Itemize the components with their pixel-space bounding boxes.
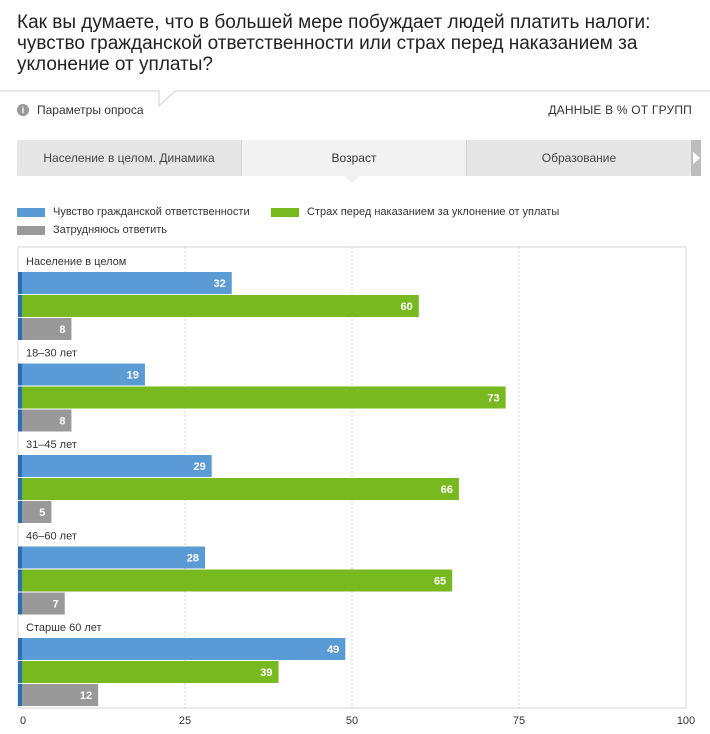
x-tick-label: 0 xyxy=(20,715,26,727)
bar xyxy=(18,478,459,500)
bar xyxy=(18,318,72,340)
bar-marker xyxy=(18,455,22,477)
bar-marker xyxy=(18,661,22,683)
category-label: Старше 60 лет xyxy=(26,622,102,634)
active-tab-pointer xyxy=(345,176,359,183)
bar xyxy=(18,272,232,294)
bar-marker xyxy=(18,546,22,569)
value-label: 19 xyxy=(127,370,139,382)
legend-item-responsibility: Чувство гражданской ответственности xyxy=(17,206,250,218)
legend-swatch-blue xyxy=(17,207,45,217)
category-label: Население в целом xyxy=(26,256,126,268)
value-label: 65 xyxy=(434,576,446,588)
bar xyxy=(18,386,506,409)
category-label: 18–30 лет xyxy=(26,348,77,360)
value-label: 66 xyxy=(441,484,453,496)
tab-bar: Население в целом. Динамика Возраст Обра… xyxy=(17,140,701,176)
legend-label: Затрудняюсь ответить xyxy=(53,224,168,236)
page-title: Как вы думаете, что в большей мере побуж… xyxy=(17,12,651,75)
value-label: 60 xyxy=(401,301,413,313)
bar xyxy=(18,501,52,523)
value-label: 39 xyxy=(260,667,272,679)
legend-swatch-gray xyxy=(17,225,45,235)
x-tick-label: 75 xyxy=(513,715,525,727)
tab-education[interactable]: Образование xyxy=(541,151,617,165)
bar-marker xyxy=(18,478,22,500)
bar xyxy=(18,569,453,592)
x-tick-label: 100 xyxy=(677,715,695,727)
value-label: 29 xyxy=(193,461,205,473)
bar xyxy=(18,684,99,706)
value-label: 28 xyxy=(187,553,199,565)
bar-marker xyxy=(18,592,22,615)
tab-population-dynamics[interactable]: Население в целом. Динамика xyxy=(17,140,242,176)
bar xyxy=(18,638,346,660)
bar xyxy=(18,409,72,432)
value-label: 12 xyxy=(80,690,92,702)
chevron-right-icon xyxy=(693,152,700,164)
bar xyxy=(18,363,145,386)
bar xyxy=(18,455,212,477)
bar xyxy=(18,295,419,317)
value-label: 49 xyxy=(327,644,339,656)
survey-params-toggle[interactable]: i Параметры опроса xyxy=(17,103,144,117)
value-label: 73 xyxy=(487,393,499,405)
category-label: 31–45 лет xyxy=(26,439,77,451)
legend-item-undecided: Затрудняюсь ответить xyxy=(17,224,167,236)
bar xyxy=(18,661,279,683)
legend-label: Страх перед наказанием за уклонение от у… xyxy=(307,206,560,218)
header-divider xyxy=(0,90,710,108)
tabs-next-button[interactable] xyxy=(691,140,701,176)
value-label: 8 xyxy=(59,416,65,428)
bar xyxy=(18,546,206,569)
category-label: 46–60 лет xyxy=(26,531,77,543)
legend-swatch-green xyxy=(271,207,299,217)
x-tick-label: 50 xyxy=(346,715,358,727)
survey-params-label: Параметры опроса xyxy=(37,103,144,117)
bar-marker xyxy=(18,501,22,523)
bar-marker xyxy=(18,638,22,660)
bar-marker xyxy=(18,684,22,706)
value-label: 7 xyxy=(53,599,59,611)
bar xyxy=(18,592,65,615)
value-label: 8 xyxy=(59,324,65,336)
bar-marker xyxy=(18,295,22,317)
legend-label: Чувство гражданской ответственности xyxy=(53,206,250,218)
bar-marker xyxy=(18,363,22,386)
bar-marker xyxy=(18,272,22,294)
legend-item-fear: Страх перед наказанием за уклонение от у… xyxy=(271,206,559,218)
bar-marker xyxy=(18,318,22,340)
bar-marker xyxy=(18,569,22,592)
bar-marker xyxy=(18,386,22,409)
units-label: ДАННЫЕ В % ОТ ГРУПП xyxy=(548,103,692,117)
info-icon: i xyxy=(17,104,29,116)
value-label: 5 xyxy=(39,507,45,519)
x-tick-label: 25 xyxy=(179,715,191,727)
bar-marker xyxy=(18,409,22,432)
value-label: 32 xyxy=(214,278,226,290)
tab-age[interactable]: Возраст xyxy=(242,140,467,176)
